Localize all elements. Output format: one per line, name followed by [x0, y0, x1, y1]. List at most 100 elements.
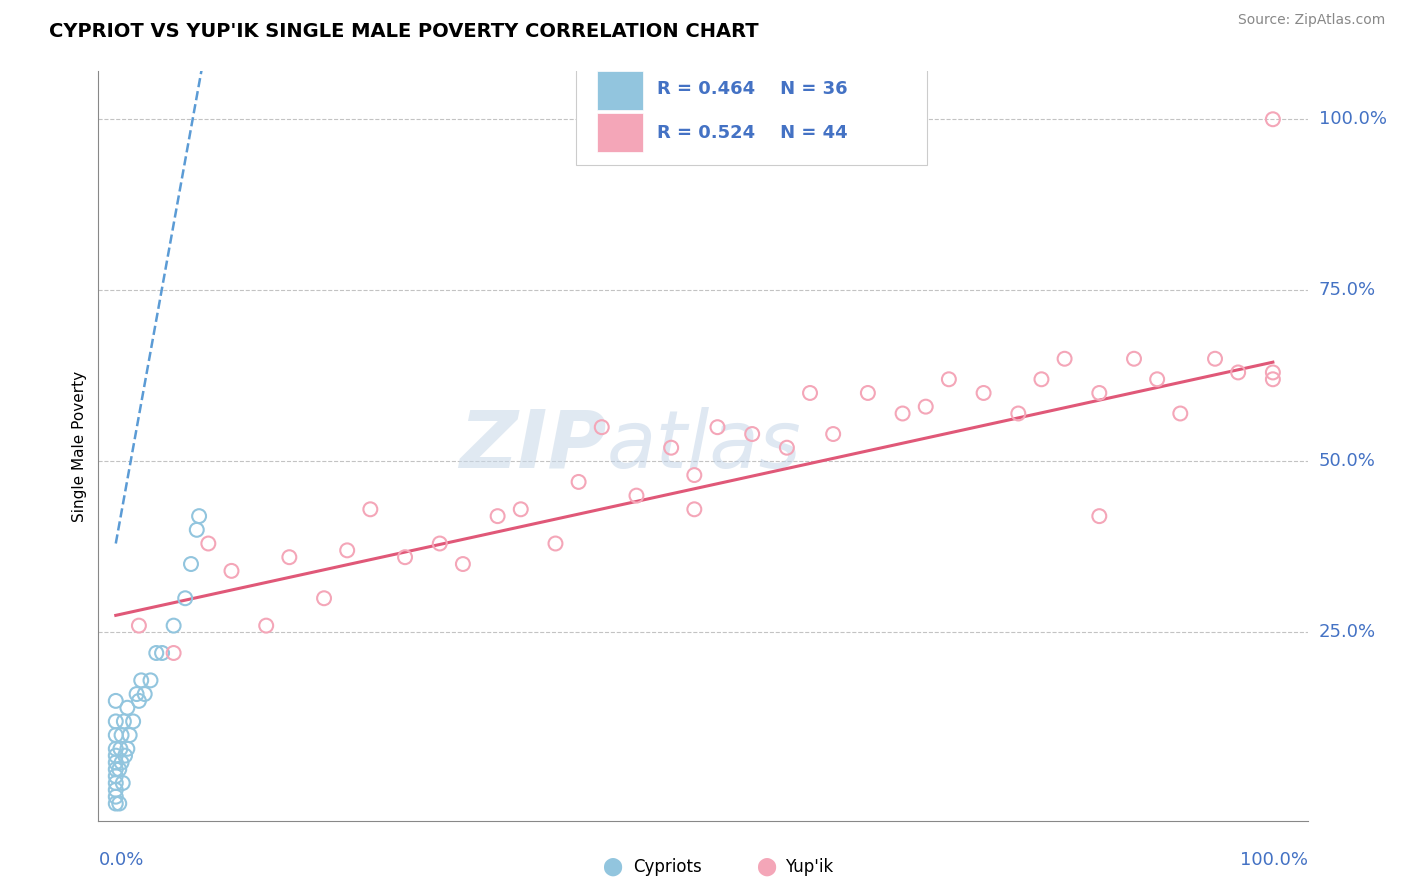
Point: [104, 728, 127, 742]
Point: [110, 741, 132, 756]
Bar: [596, 71, 643, 111]
Point: [938, 372, 960, 386]
Point: [359, 502, 381, 516]
Point: [1007, 407, 1029, 421]
Text: Yup'ik: Yup'ik: [785, 858, 832, 876]
Point: [706, 420, 728, 434]
Point: [799, 386, 821, 401]
Point: [626, 489, 648, 503]
Point: [174, 591, 197, 606]
Point: [823, 427, 845, 442]
Point: [509, 502, 531, 516]
Point: [221, 564, 243, 578]
Point: [104, 741, 127, 756]
Point: [1123, 351, 1146, 366]
Point: [429, 536, 451, 550]
Point: [336, 543, 359, 558]
Point: [110, 728, 132, 742]
Point: [108, 762, 131, 776]
Point: [1168, 407, 1191, 421]
Text: ⬤: ⬤: [756, 858, 776, 876]
Point: [104, 776, 127, 790]
Point: [1146, 372, 1168, 386]
Text: 0.0%: 0.0%: [98, 851, 143, 869]
Point: [112, 714, 135, 729]
Text: 75.0%: 75.0%: [1319, 281, 1376, 300]
Text: R = 0.464    N = 36: R = 0.464 N = 36: [657, 79, 848, 97]
Point: [128, 694, 150, 708]
Point: [591, 420, 613, 434]
Point: [973, 386, 995, 401]
Text: Source: ZipAtlas.com: Source: ZipAtlas.com: [1237, 13, 1385, 28]
Point: [1088, 509, 1111, 524]
Point: [683, 468, 706, 483]
Point: [544, 536, 567, 550]
Point: [104, 756, 127, 770]
Point: [278, 550, 301, 565]
Point: [741, 427, 763, 442]
Point: [1053, 351, 1076, 366]
Point: [568, 475, 591, 489]
Point: [104, 762, 127, 776]
Point: [856, 386, 879, 401]
Point: [659, 441, 682, 455]
Point: [1031, 372, 1053, 386]
Point: [1261, 372, 1284, 386]
Point: [254, 618, 277, 632]
Point: [104, 789, 127, 804]
Text: R = 0.524    N = 44: R = 0.524 N = 44: [657, 124, 848, 142]
Text: 100.0%: 100.0%: [1319, 111, 1386, 128]
Point: [139, 673, 162, 688]
Point: [111, 776, 134, 790]
Point: [145, 646, 167, 660]
Point: [104, 782, 127, 797]
Point: [117, 741, 139, 756]
Point: [312, 591, 335, 606]
Point: [162, 646, 184, 660]
Point: [122, 714, 145, 729]
Y-axis label: Single Male Poverty: Single Male Poverty: [72, 370, 87, 522]
Text: atlas: atlas: [606, 407, 801, 485]
Point: [114, 748, 136, 763]
Point: [150, 646, 173, 660]
Point: [104, 694, 127, 708]
Point: [180, 557, 202, 571]
Point: [186, 523, 208, 537]
Point: [118, 728, 141, 742]
Point: [104, 714, 127, 729]
Text: ZIP: ZIP: [458, 407, 606, 485]
Text: CYPRIOT VS YUP'IK SINGLE MALE POVERTY CORRELATION CHART: CYPRIOT VS YUP'IK SINGLE MALE POVERTY CO…: [49, 22, 759, 41]
Point: [134, 687, 156, 701]
Point: [683, 502, 706, 516]
Text: 50.0%: 50.0%: [1319, 452, 1375, 470]
Point: [1088, 386, 1111, 401]
Point: [104, 797, 127, 811]
Text: 25.0%: 25.0%: [1319, 624, 1376, 641]
Point: [1227, 366, 1250, 380]
Bar: [596, 113, 643, 153]
Point: [110, 756, 132, 770]
Point: [891, 407, 914, 421]
Point: [1261, 366, 1284, 380]
Point: [197, 536, 219, 550]
Point: [108, 797, 131, 811]
Point: [776, 441, 799, 455]
Point: [914, 400, 936, 414]
Point: [104, 748, 127, 763]
Point: [117, 700, 139, 714]
Point: [129, 673, 152, 688]
FancyBboxPatch shape: [576, 60, 927, 165]
Point: [451, 557, 474, 571]
Point: [125, 687, 148, 701]
Point: [188, 509, 211, 524]
Point: [104, 769, 127, 783]
Point: [128, 618, 150, 632]
Point: [162, 618, 184, 632]
Point: [1261, 112, 1284, 127]
Point: [1204, 351, 1226, 366]
Point: [486, 509, 509, 524]
Point: [394, 550, 416, 565]
Text: Cypriots: Cypriots: [633, 858, 702, 876]
Text: 100.0%: 100.0%: [1240, 851, 1308, 869]
Text: ⬤: ⬤: [602, 858, 621, 876]
